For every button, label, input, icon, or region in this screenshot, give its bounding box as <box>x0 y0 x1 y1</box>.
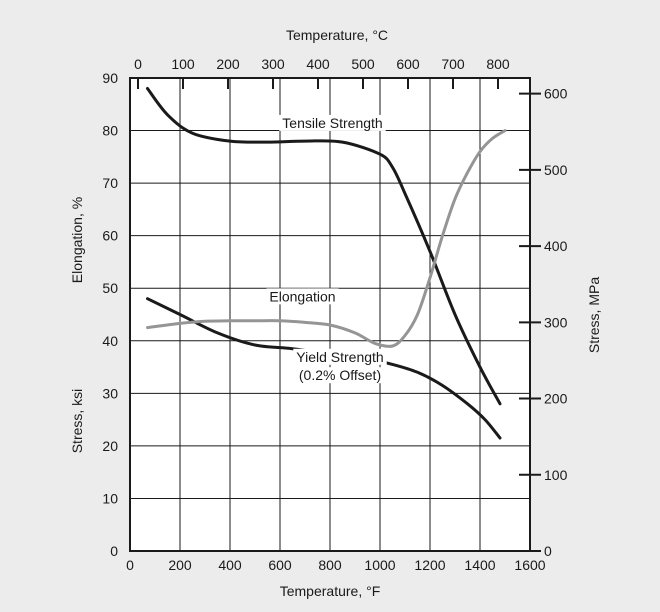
x-tick-label: 1400 <box>464 557 495 573</box>
x-tick-label: 1000 <box>364 557 395 573</box>
label-elongation: Elongation <box>269 288 335 304</box>
tick-labels: 0 200 400 600 800 1000 1200 1400 160001020304050… <box>102 56 567 573</box>
axis-ticks <box>137 78 541 552</box>
y-tick-label: 80 <box>102 123 118 139</box>
x2-tick-label: 400 <box>306 56 330 72</box>
y-tick-label: 0 <box>110 543 118 559</box>
label-yield-offset: (0.2% Offset) <box>299 367 381 383</box>
y-tick-label: 40 <box>102 333 118 349</box>
label-tensile-strength: Tensile Strength <box>282 115 382 131</box>
series-elongation <box>146 129 507 348</box>
y2-tick-label: 0 <box>544 543 552 559</box>
y-tick-label: 90 <box>102 70 118 86</box>
x-tick-label: 800 <box>318 557 342 573</box>
x2-tick-label: 500 <box>351 56 375 72</box>
annotations: Tensile Strength Elongation Yield Strength… <box>266 114 387 384</box>
series-tensile-strength <box>146 87 502 406</box>
y2-tick-label: 300 <box>544 314 568 330</box>
x2-tick-label: 700 <box>441 56 465 72</box>
y2-tick-label: 500 <box>544 162 568 178</box>
x-axis-title: Temperature, °F <box>280 583 381 599</box>
x-tick-label: 400 <box>218 557 242 573</box>
y2-tick-label: 400 <box>544 238 568 254</box>
y2-tick-label: 600 <box>544 86 568 102</box>
y-tick-label: 50 <box>102 280 118 296</box>
x-tick-label: 200 <box>168 557 192 573</box>
x2-tick-label: 300 <box>261 56 285 72</box>
annotation-background <box>293 348 387 365</box>
y-tick-label: 20 <box>102 438 118 454</box>
y2-tick-label: 100 <box>544 467 568 483</box>
y-axis-title-upper: Elongation, % <box>69 197 85 283</box>
y2-tick-label: 200 <box>544 391 568 407</box>
annotation-background <box>266 288 339 305</box>
x-tick-label: 1200 <box>414 557 445 573</box>
x2-tick-label: 100 <box>171 56 195 72</box>
annotation-background <box>279 114 386 131</box>
x-tick-label: 0 <box>126 557 134 573</box>
x-tick-label: 1600 <box>514 557 545 573</box>
x2-tick-label: 0 <box>134 56 142 72</box>
y-tick-label: 30 <box>102 385 118 401</box>
y-tick-label: 70 <box>102 175 118 191</box>
annotation-background <box>295 367 385 384</box>
x-tick-label: 600 <box>268 557 292 573</box>
x2-axis-title: Temperature, °C <box>286 27 388 43</box>
x2-tick-label: 800 <box>486 56 510 72</box>
y-axis-title: Stress, ksi <box>69 389 85 454</box>
label-yield-strength: Yield Strength <box>296 349 383 365</box>
y2-axis-title: Stress, MPa <box>586 277 602 353</box>
gridlines <box>130 78 530 551</box>
y-tick-label: 10 <box>102 490 118 506</box>
x2-tick-label: 600 <box>396 56 420 72</box>
y-tick-label: 60 <box>102 228 118 244</box>
x2-tick-label: 200 <box>216 56 240 72</box>
